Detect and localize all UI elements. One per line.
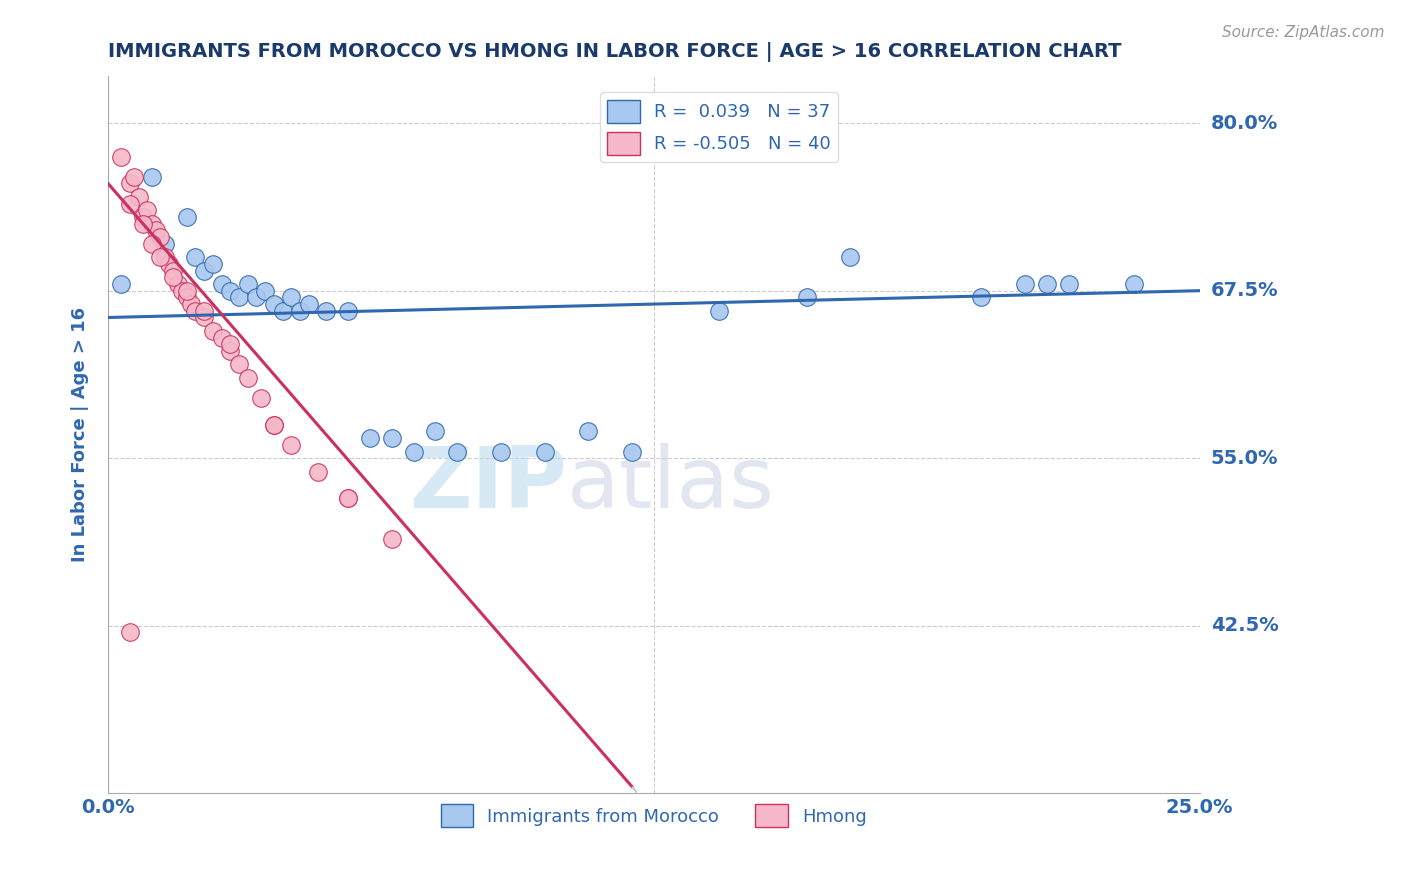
Point <box>166 277 188 291</box>
Text: IMMIGRANTS FROM MOROCCO VS HMONG IN LABOR FORCE | AGE > 16 CORRELATION CHART: IMMIGRANTS FROM MOROCCO VS HMONG IN LABO… <box>108 42 1122 62</box>
Point <box>425 425 447 439</box>
Point <box>337 491 360 506</box>
Point <box>201 324 224 338</box>
Point <box>136 203 159 218</box>
Point <box>180 297 202 311</box>
Text: ZIP: ZIP <box>409 443 567 526</box>
Point <box>381 431 404 445</box>
Text: 80.0%: 80.0% <box>1211 113 1278 133</box>
Point <box>709 303 731 318</box>
Point <box>839 250 862 264</box>
Point <box>359 431 381 445</box>
Point <box>157 257 180 271</box>
Point <box>1123 277 1146 291</box>
Point <box>176 284 198 298</box>
Text: Source: ZipAtlas.com: Source: ZipAtlas.com <box>1222 25 1385 40</box>
Point <box>118 196 141 211</box>
Point <box>193 263 215 277</box>
Point <box>219 343 242 358</box>
Point <box>141 236 163 251</box>
Point <box>263 417 285 432</box>
Point <box>219 337 242 351</box>
Point <box>970 290 993 304</box>
Point <box>176 210 198 224</box>
Point <box>1014 277 1036 291</box>
Point <box>122 169 145 184</box>
Point <box>211 330 233 344</box>
Point <box>271 303 294 318</box>
Point <box>315 303 337 318</box>
Point <box>533 444 555 458</box>
Point <box>118 177 141 191</box>
Point <box>228 290 250 304</box>
Point <box>446 444 468 458</box>
Point <box>153 236 176 251</box>
Point <box>149 230 172 244</box>
Point <box>228 358 250 372</box>
Point <box>280 438 302 452</box>
Point <box>298 297 321 311</box>
Point <box>172 284 194 298</box>
Point <box>250 391 273 405</box>
Point <box>263 417 285 432</box>
Point <box>337 303 360 318</box>
Text: atlas: atlas <box>567 443 775 526</box>
Point <box>307 465 329 479</box>
Point <box>162 270 184 285</box>
Point <box>381 532 404 546</box>
Y-axis label: In Labor Force | Age > 16: In Labor Force | Age > 16 <box>72 307 89 562</box>
Point <box>162 263 184 277</box>
Point <box>245 290 267 304</box>
Point <box>110 277 132 291</box>
Point <box>236 371 259 385</box>
Point <box>193 310 215 325</box>
Legend: Immigrants from Morocco, Hmong: Immigrants from Morocco, Hmong <box>433 797 875 835</box>
Point <box>620 444 643 458</box>
Point <box>211 277 233 291</box>
Point <box>288 303 311 318</box>
Point <box>489 444 512 458</box>
Point <box>280 290 302 304</box>
Point <box>402 444 425 458</box>
Point <box>153 250 176 264</box>
Text: 42.5%: 42.5% <box>1211 616 1278 635</box>
Point <box>236 277 259 291</box>
Point <box>201 257 224 271</box>
Point <box>576 425 599 439</box>
Point <box>149 250 172 264</box>
Point <box>132 210 155 224</box>
Point <box>176 290 198 304</box>
Text: 67.5%: 67.5% <box>1211 281 1278 301</box>
Text: 55.0%: 55.0% <box>1211 449 1278 467</box>
Point <box>1036 277 1059 291</box>
Point <box>141 169 163 184</box>
Point <box>219 284 242 298</box>
Point <box>184 250 207 264</box>
Point <box>263 297 285 311</box>
Point <box>141 217 163 231</box>
Point <box>118 625 141 640</box>
Point <box>193 303 215 318</box>
Point <box>128 190 150 204</box>
Point <box>145 223 167 237</box>
Point <box>254 284 277 298</box>
Point <box>110 150 132 164</box>
Point <box>184 303 207 318</box>
Point <box>132 217 155 231</box>
Point <box>337 491 360 506</box>
Point <box>1057 277 1080 291</box>
Point <box>796 290 818 304</box>
